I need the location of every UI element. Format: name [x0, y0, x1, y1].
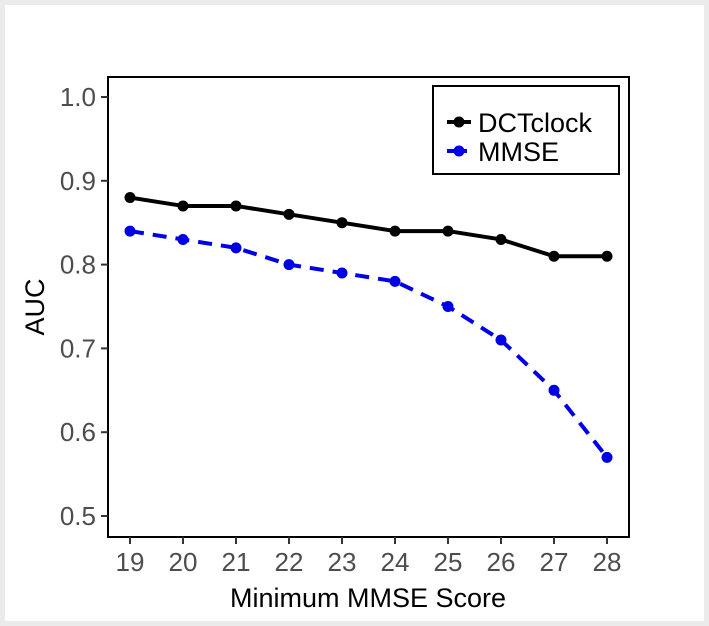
x-tick-label: 28 [593, 547, 622, 577]
data-point [283, 259, 295, 271]
legend-item: MMSE [447, 137, 559, 167]
data-point [389, 275, 401, 287]
y-tick-label: 0.9 [60, 166, 96, 196]
data-point [495, 233, 507, 245]
x-tick-label: 23 [328, 547, 357, 577]
x-tick-label: 25 [434, 547, 463, 577]
data-point [336, 217, 348, 229]
data-point [601, 250, 613, 262]
x-axis: 19 20 21 22 23 24 25 26 27 28 [116, 537, 622, 577]
x-tick-label: 20 [169, 547, 198, 577]
series-line [129, 229, 609, 459]
legend-box [432, 85, 620, 175]
data-point [442, 225, 454, 237]
legend-swatch-point [453, 145, 465, 157]
y-tick-label: 0.5 [60, 501, 96, 531]
series-layer [124, 192, 613, 463]
y-tick-label: 1.0 [60, 82, 96, 112]
x-tick-label: 24 [381, 547, 410, 577]
data-point [124, 225, 136, 237]
x-tick-label: 21 [222, 547, 251, 577]
series-mmse [124, 225, 613, 463]
data-point [389, 225, 401, 237]
y-tick-label: 0.7 [60, 333, 96, 363]
data-point [177, 233, 189, 245]
data-point [336, 267, 348, 279]
x-tick-label: 22 [275, 547, 304, 577]
x-axis-title: Minimum MMSE Score [230, 583, 506, 613]
data-point [548, 250, 560, 262]
legend-swatch-point [453, 116, 465, 128]
x-tick-label: 19 [116, 547, 145, 577]
data-point [124, 192, 136, 204]
x-tick-label: 27 [540, 547, 569, 577]
data-point [230, 200, 242, 212]
y-tick-label: 0.8 [60, 250, 96, 280]
y-axis-title: AUC [20, 278, 50, 335]
series-line [129, 195, 607, 259]
legend-label: MMSE [478, 137, 559, 167]
data-point [601, 451, 613, 463]
data-point [495, 334, 507, 346]
data-point [177, 200, 189, 212]
data-point [283, 208, 295, 220]
data-point [548, 384, 560, 396]
data-point [230, 242, 242, 254]
legend-label: DCTclock [478, 108, 593, 138]
y-tick-label: 0.6 [60, 417, 96, 447]
series-dctclock [124, 192, 613, 262]
y-axis: 0.5 0.6 0.7 0.8 0.9 1.0 [60, 82, 108, 531]
x-tick-label: 26 [487, 547, 516, 577]
legend-item: DCTclock [447, 108, 593, 138]
data-point [442, 301, 454, 312]
